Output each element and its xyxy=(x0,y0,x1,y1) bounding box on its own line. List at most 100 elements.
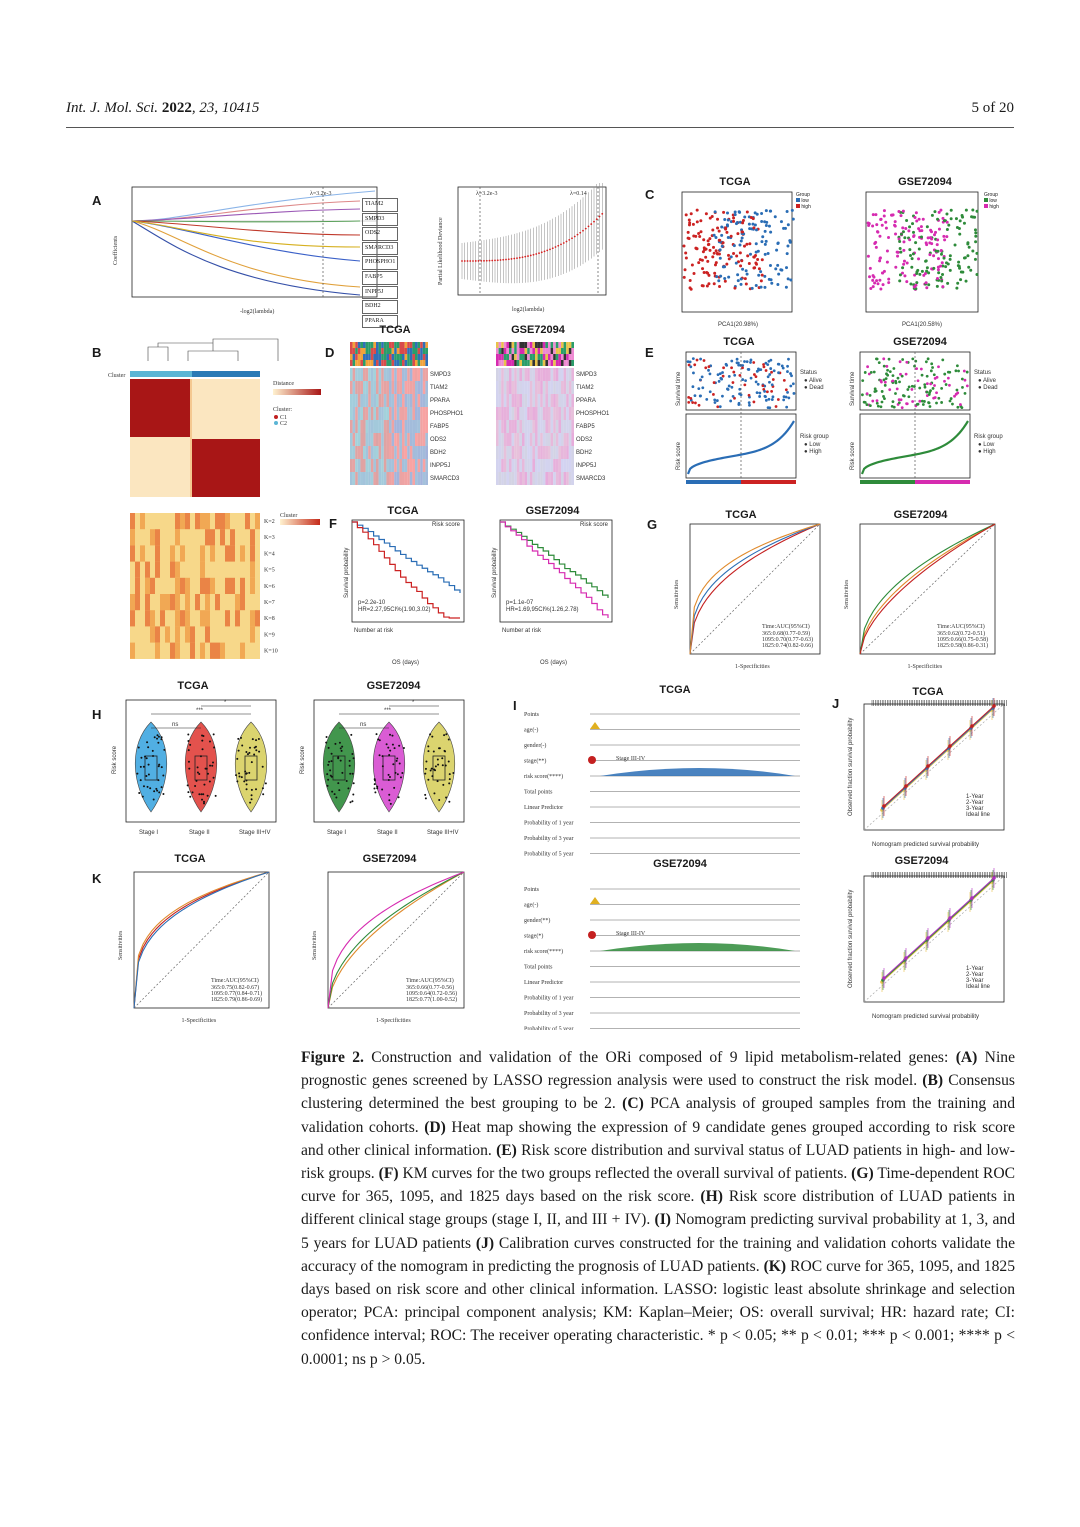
survival-point xyxy=(883,383,887,387)
violin-point xyxy=(393,747,396,750)
heat-cell xyxy=(376,459,379,472)
survival-point xyxy=(901,358,905,361)
heat-cell xyxy=(511,472,515,485)
heat-cell xyxy=(563,446,567,459)
survival-point xyxy=(749,376,753,380)
pca-point xyxy=(707,282,711,286)
heat-cell xyxy=(386,381,389,394)
calib-legend: 2-Year xyxy=(966,972,983,978)
heat-cell xyxy=(501,446,504,459)
pca-point xyxy=(913,216,917,220)
survival-point xyxy=(770,389,774,393)
survival-point xyxy=(718,405,722,409)
survival-point xyxy=(883,397,886,401)
survival-point xyxy=(965,384,969,388)
pca-point xyxy=(882,209,886,213)
violin-point xyxy=(325,736,328,739)
annot-cell xyxy=(516,348,520,354)
heat-cell xyxy=(389,459,392,472)
heat-cell xyxy=(378,446,382,459)
pca-point xyxy=(759,279,763,283)
survival-point xyxy=(911,357,915,361)
gene-label: SMPD3 xyxy=(362,212,399,227)
heat-cell xyxy=(373,381,376,394)
pca-point xyxy=(715,251,719,255)
heat-cell xyxy=(370,368,374,381)
annot-cell xyxy=(519,354,522,360)
annot-cell xyxy=(350,342,353,348)
heat-cell xyxy=(568,394,572,407)
survival-point xyxy=(871,399,875,403)
heat-cell xyxy=(368,420,371,433)
heat-cell xyxy=(524,446,528,459)
pca-point xyxy=(689,212,693,216)
heat-cell xyxy=(399,381,402,394)
survival-point xyxy=(915,402,919,406)
heat-cell xyxy=(571,394,574,407)
survival-point xyxy=(937,365,940,369)
heat-cell xyxy=(535,394,538,407)
heat-cell xyxy=(407,433,410,446)
heat-cell xyxy=(370,433,374,446)
heat-cell xyxy=(568,472,572,485)
heat-cell xyxy=(404,368,408,381)
survival-point xyxy=(919,367,923,371)
heat-cell xyxy=(365,368,369,381)
annot-cell xyxy=(399,360,402,366)
heat-cell xyxy=(404,407,408,420)
annot-cell xyxy=(417,360,421,366)
panel-h-title-gse: GSE72094 xyxy=(366,680,421,692)
k-label: K=4 xyxy=(264,551,275,557)
survival-point xyxy=(898,360,902,364)
heat-cell xyxy=(566,407,569,420)
annot-cell xyxy=(378,348,382,354)
heat-cell xyxy=(355,446,358,459)
calib-axis xyxy=(863,875,1005,1003)
survival-point xyxy=(960,377,964,381)
pca-point xyxy=(788,240,792,244)
pca-point xyxy=(690,263,694,267)
pca-point xyxy=(956,281,960,285)
violin-point xyxy=(397,796,400,799)
survival-point xyxy=(747,393,751,397)
pca-point xyxy=(770,281,774,285)
km-curve-low xyxy=(500,521,609,598)
violin-point xyxy=(331,790,334,793)
roc-ylabel: Sensitivities xyxy=(118,930,124,960)
k-cell xyxy=(215,513,220,530)
cv-point xyxy=(551,247,554,250)
heat-cell xyxy=(571,459,574,472)
pca-point xyxy=(934,230,938,234)
heat-cell xyxy=(402,459,405,472)
roc-ylabel: Sensitivities xyxy=(312,930,318,960)
annot-cell xyxy=(386,348,389,354)
pca-point xyxy=(866,254,870,258)
annot-cell xyxy=(363,354,366,360)
roc-legend-item: 365:0.75(0.82-0.67) xyxy=(211,984,259,991)
survival-point xyxy=(770,370,773,374)
roc-legend-item: 1825:0.79(0.86-0.69) xyxy=(211,996,262,1003)
journal-volume: , 23, 10415 xyxy=(191,100,260,116)
violin-point xyxy=(388,793,391,796)
pca-point xyxy=(763,242,767,246)
survival-point xyxy=(877,361,881,365)
panel-c-legend-gse: Group low high xyxy=(984,192,999,210)
heat-cell xyxy=(422,472,426,485)
violin-point xyxy=(340,749,343,752)
violin-point xyxy=(196,766,199,769)
pca-point xyxy=(945,212,949,216)
k-cell xyxy=(150,610,155,627)
pca-point xyxy=(913,273,917,277)
annot-cell xyxy=(422,354,426,360)
annot-cell xyxy=(394,348,397,354)
pca-point xyxy=(915,281,919,285)
annot-cell xyxy=(516,342,520,348)
cv-point xyxy=(480,259,483,262)
pca-point xyxy=(691,222,695,226)
heat-cell xyxy=(378,472,382,485)
violin-point xyxy=(261,765,264,768)
pca-point xyxy=(757,273,761,277)
annot-cell xyxy=(535,354,538,360)
heat-cell xyxy=(540,368,543,381)
annot-cell xyxy=(503,348,507,354)
